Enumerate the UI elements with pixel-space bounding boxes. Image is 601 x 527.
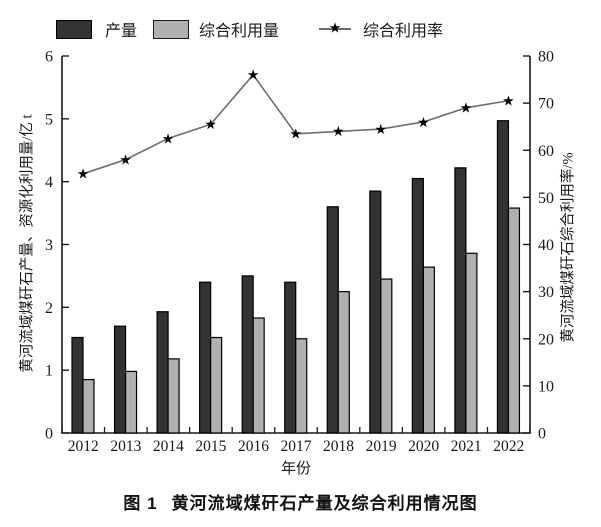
left-axis-tick-label: 3 <box>45 237 53 254</box>
rate-marker-star-2019: ★ <box>375 123 388 138</box>
legend-line-sample: ★ <box>319 20 352 37</box>
x-axis-year-label: 2019 <box>366 438 397 455</box>
bar-utilization-2017 <box>295 338 308 434</box>
x-axis-year-label: 2013 <box>110 438 141 455</box>
rate-marker-star-2020: ★ <box>417 116 430 131</box>
x-axis-year-label: 2017 <box>281 438 312 455</box>
caption-number: 图 1 <box>123 494 158 513</box>
x-axis-year-label: 2016 <box>238 438 269 455</box>
x-axis-title: 年份 <box>281 460 311 477</box>
right-axis-tick-label: 80 <box>538 49 554 66</box>
rate-marker-star-2021: ★ <box>460 102 473 117</box>
rate-marker-star-2016: ★ <box>247 69 260 84</box>
legend-swatch-utilization <box>153 19 190 39</box>
bar-production-2014 <box>156 311 169 434</box>
left-axis-tick-label: 4 <box>45 174 53 191</box>
x-axis-year-label: 2012 <box>68 438 99 455</box>
left-axis-tick-label: 2 <box>45 300 53 317</box>
bar-production-2017 <box>284 281 297 434</box>
figure-caption: 图 1 黄河流域煤矸石产量及综合利用情况图 <box>0 489 601 514</box>
bar-production-2020 <box>411 177 424 434</box>
bar-utilization-2015 <box>210 336 223 434</box>
right-axis-tick-label: 60 <box>538 143 554 160</box>
x-axis-year-label: 2018 <box>323 438 354 455</box>
x-axis-year-label: 2020 <box>408 438 439 455</box>
rate-marker-star-2017: ★ <box>289 128 302 143</box>
rate-marker-star-2014: ★ <box>162 132 175 147</box>
right-axis-tick-label: 10 <box>538 378 554 395</box>
star-icon: ★ <box>328 20 342 37</box>
bar-production-2015 <box>199 281 212 434</box>
chart-legend: 产量 综合利用量 ★ 综合利用率 <box>56 16 443 42</box>
rate-marker-star-2015: ★ <box>204 118 217 133</box>
x-axis-year-label: 2021 <box>451 438 482 455</box>
rate-marker-star-2012: ★ <box>77 168 90 183</box>
bar-utilization-2018 <box>337 291 350 434</box>
right-axis-tick-label: 70 <box>538 96 554 113</box>
bar-production-2013 <box>113 325 127 434</box>
bar-utilization-2022 <box>507 207 521 434</box>
bar-production-2022 <box>496 120 510 434</box>
caption-text: 黄河流域煤矸石产量及综合利用情况图 <box>171 494 478 513</box>
right-axis-title: 黄河流域煤矸石综合利用率/% <box>560 152 577 343</box>
rate-line-swatch <box>319 28 352 30</box>
right-axis-tick-label: 40 <box>538 237 554 254</box>
legend-swatch-production <box>56 19 92 39</box>
bar-production-2019 <box>369 190 382 434</box>
legend-label-rate: 综合利用率 <box>363 23 444 40</box>
legend-label-utilization: 综合利用量 <box>199 23 280 40</box>
left-axis-tick-label: 0 <box>45 426 53 443</box>
left-axis-tick-label: 5 <box>45 111 53 128</box>
bar-production-2016 <box>241 275 254 434</box>
rate-line <box>82 73 509 175</box>
bar-utilization-2020 <box>422 266 435 434</box>
right-axis-tick-label: 30 <box>538 284 554 301</box>
x-axis-year-label: 2022 <box>493 438 524 455</box>
x-axis-year-label: 2015 <box>195 438 226 455</box>
rate-marker-star-2018: ★ <box>332 125 345 140</box>
left-axis-title: 黄河流域煤矸石产量、资源化利用量/亿 t <box>19 114 36 373</box>
legend-label-production: 产量 <box>105 23 138 40</box>
bar-utilization-2012 <box>82 378 95 434</box>
right-axis-tick-label: 20 <box>538 331 554 348</box>
bar-utilization-2019 <box>380 278 393 434</box>
bar-utilization-2016 <box>252 317 265 434</box>
right-axis-tick-label: 0 <box>538 426 546 443</box>
bar-production-2021 <box>454 167 467 434</box>
bar-production-2012 <box>71 336 84 434</box>
bar-production-2018 <box>326 206 339 434</box>
bar-utilization-2014 <box>167 358 180 434</box>
left-axis-tick-label: 6 <box>45 49 53 66</box>
bar-utilization-2021 <box>465 252 478 434</box>
rate-marker-star-2022: ★ <box>502 95 515 110</box>
rate-marker-star-2013: ★ <box>119 153 132 168</box>
bar-utilization-2013 <box>124 370 138 434</box>
x-axis-year-label: 2014 <box>153 438 184 455</box>
left-axis-tick-label: 1 <box>45 363 53 380</box>
right-axis-tick-label: 50 <box>538 190 554 207</box>
